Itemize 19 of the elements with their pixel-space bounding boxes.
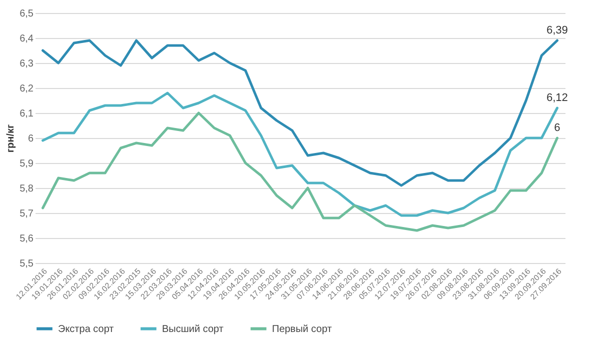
y-tick-label: 6,5 bbox=[20, 8, 34, 20]
legend-label: Экстра сорт bbox=[58, 324, 114, 335]
y-tick-label: 5,7 bbox=[20, 208, 34, 220]
data-label: 6,39 bbox=[546, 24, 568, 36]
data-label: 6,12 bbox=[546, 92, 568, 104]
y-tick-label: 5,6 bbox=[20, 234, 34, 244]
y-tick-label: 5,9 bbox=[20, 158, 34, 170]
y-tick-label: 5,8 bbox=[20, 184, 34, 194]
y-tick-label: 6,2 bbox=[20, 84, 34, 94]
y-axis-title: грн/кг bbox=[6, 124, 17, 153]
legend-label: Первый сорт bbox=[272, 324, 332, 335]
y-tick-label: 6 bbox=[28, 134, 34, 144]
line-series bbox=[42, 112, 558, 232]
data-label: 6 bbox=[554, 122, 560, 134]
y-tick-label: 6,3 bbox=[20, 58, 34, 70]
y-tick-label: 6,4 bbox=[20, 34, 34, 44]
y-tick-label: 6,1 bbox=[20, 108, 34, 120]
legend-label: Высший сорт bbox=[162, 324, 224, 335]
y-tick-label: 5,5 bbox=[20, 258, 34, 270]
